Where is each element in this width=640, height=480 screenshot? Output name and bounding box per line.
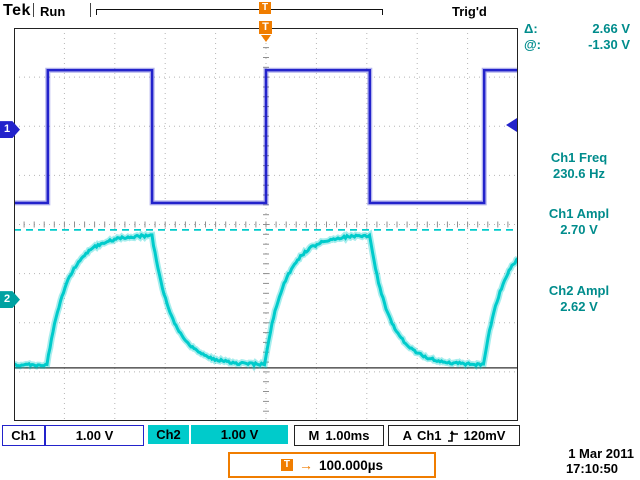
ch2-badge: Ch2 <box>148 425 189 444</box>
measurement-ch1-freq: Ch1 Freq 230.6 Hz <box>520 150 638 182</box>
trigger-position-readout: T → 100.000µs <box>228 452 436 478</box>
date-display: 1 Mar 2011 <box>568 446 634 461</box>
trigger-icon: T <box>280 459 293 471</box>
acquisition-status: Run <box>40 4 66 19</box>
trigger-position-icon-top: T <box>259 2 271 14</box>
cursor-delta-label: Δ: <box>524 21 538 36</box>
ch2-volts-per-div: 1.00 V <box>191 425 288 444</box>
measurement-value: 2.70 V <box>560 222 598 237</box>
trigger-status: Trig'd <box>452 4 487 19</box>
ch1-volts-text: 1.00 V <box>75 428 114 443</box>
cursor-at-label: @: <box>524 37 542 52</box>
ch1-badge-text: Ch1 <box>11 428 36 443</box>
trigger-source: Ch1 <box>416 428 442 443</box>
topbar-divider <box>33 3 34 17</box>
ch1-volts-per-div: 1.00 V <box>45 425 144 446</box>
record-view-bar <box>96 9 383 10</box>
tek-logo: Tek <box>3 2 31 19</box>
measurement-label: Ch1 Freq <box>550 150 608 165</box>
trigger-mode: A <box>402 428 412 443</box>
trigger-level: 120mV <box>463 428 506 443</box>
rising-slope-icon <box>447 429 458 442</box>
timebase-readout: M 1.00ms <box>294 425 384 446</box>
measurement-label: Ch1 Ampl <box>548 206 610 221</box>
time-display: 17:10:50 <box>565 461 618 476</box>
trigger-settings-readout: A Ch1 120mV <box>388 425 520 446</box>
ch1-ground-marker: 1 <box>0 121 20 139</box>
timebase-value: 1.00ms <box>325 428 370 443</box>
measurement-label: Ch2 Ampl <box>548 283 610 298</box>
ch1-badge: Ch1 <box>2 425 45 446</box>
cursor-delta-value: 2.66 V <box>592 21 630 36</box>
measurement-value: 230.6 Hz <box>552 166 606 181</box>
cursor-at-value: -1.30 V <box>588 37 630 52</box>
trigger-position-value: 100.000µs <box>318 457 384 473</box>
right-arrow-icon: → <box>298 457 313 473</box>
trigger-position-marker-icon: T <box>259 21 272 34</box>
ch2-volts-text: 1.00 V <box>220 427 259 442</box>
trigger-position-arrow-icon <box>261 35 271 42</box>
topbar-divider <box>90 3 91 17</box>
ch2-badge-text: Ch2 <box>156 427 181 442</box>
ch2-ground-marker: 2 <box>0 291 20 309</box>
measurement-ch1-ampl: Ch1 Ampl 2.70 V <box>520 206 638 238</box>
trigger-level-arrow-icon <box>506 117 517 132</box>
measurement-ch2-ampl: Ch2 Ampl 2.62 V <box>520 283 638 315</box>
record-view-right-tick <box>382 9 383 15</box>
waveform-graticule <box>14 28 518 421</box>
record-view-left-tick <box>96 9 97 15</box>
cursor-readout: Δ: 2.66 V @: -1.30 V <box>524 21 630 53</box>
cursor-at-row: @: -1.30 V <box>524 37 630 53</box>
timebase-label: M <box>308 428 320 443</box>
measurement-value: 2.62 V <box>560 299 598 314</box>
cursor-delta-row: Δ: 2.66 V <box>524 21 630 37</box>
